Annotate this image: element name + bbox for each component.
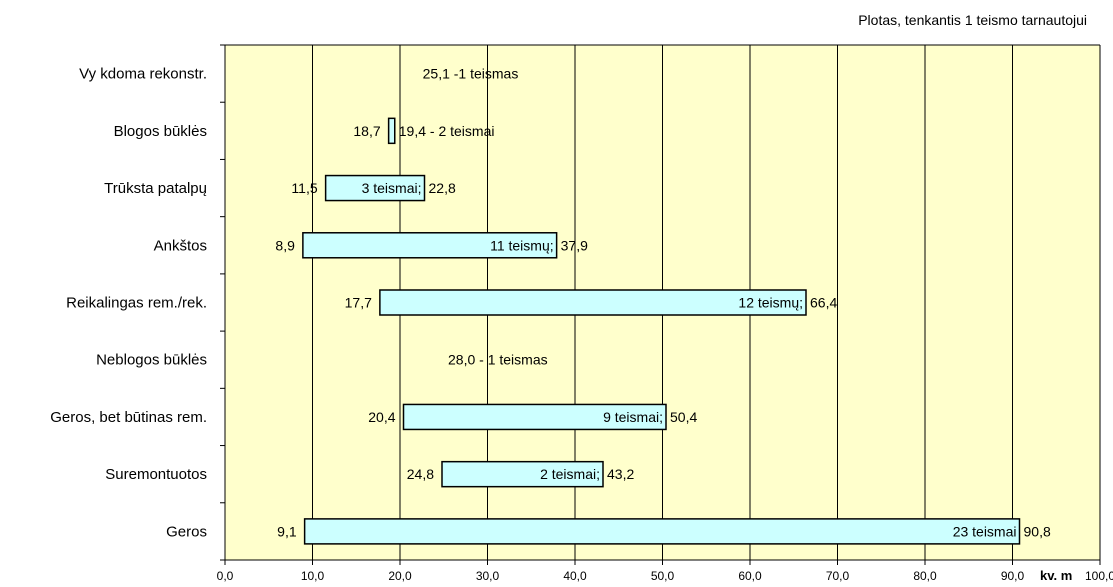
bar-start-label: 17,7: [345, 295, 372, 311]
x-tick-label: 90,0: [1001, 569, 1025, 583]
x-tick-label: 30,0: [476, 569, 500, 583]
range-bar: [324, 174, 426, 202]
category-label: Vy kdoma rekonstr.: [79, 66, 207, 83]
bar-start-label: 20,4: [368, 409, 395, 425]
x-axis-unit-label: kv. m: [1040, 568, 1073, 583]
bar-count-label: 11 teismų;: [490, 237, 554, 253]
category-label: Ankštos: [154, 237, 207, 254]
range-bar: [303, 518, 1021, 545]
category-label: Geros, bet būtinas rem.: [50, 409, 207, 426]
x-tick-label: 80,0: [913, 569, 937, 583]
bar-count-label: 3 teismai;: [362, 180, 422, 196]
bar-start-label: 9,1: [277, 523, 297, 539]
x-tick-label: 0,0: [217, 569, 234, 583]
x-tick-label: 40,0: [563, 569, 587, 583]
bar-start-label: 18,7: [353, 123, 380, 139]
category-label: Trūksta patalpų: [104, 180, 207, 197]
range-bar: [441, 460, 604, 488]
bar-end-label: 25,1 -1 teismas: [423, 66, 519, 82]
range-bar: [402, 403, 667, 431]
bar-end-label: 43,2: [607, 466, 634, 482]
category-label: Suremontuotos: [105, 466, 207, 483]
chart-note: Plotas, tenkantis 1 teismo tarnautojui: [858, 12, 1087, 28]
bar-start-label: 11,5: [291, 180, 317, 196]
category-label: Neblogos būklės: [96, 352, 207, 369]
bar-end-label: 90,8: [1024, 523, 1051, 539]
bar-end-label: 66,4: [810, 295, 837, 311]
x-tick-label: 10,0: [301, 569, 325, 583]
bar-end-label: 22,8: [429, 180, 456, 196]
x-tick-label: 70,0: [826, 569, 850, 583]
bar-end-label: 19,4 - 2 teismai: [399, 123, 495, 139]
category-label: Blogos būklės: [114, 123, 207, 140]
range-bar: [387, 117, 396, 145]
x-tick-label: 50,0: [651, 569, 675, 583]
bar-end-label: 50,4: [670, 409, 697, 425]
bar-start-label: 24,8: [407, 466, 434, 482]
category-label: Geros: [166, 523, 207, 540]
range-bar: [302, 232, 558, 259]
bar-end-label: 37,9: [561, 237, 588, 253]
bar-count-label: 9 teismai;: [603, 409, 663, 425]
x-tick-label: 20,0: [388, 569, 412, 583]
bar-count-label: 12 teismų;: [738, 295, 803, 311]
x-tick-label: 100,0: [1085, 569, 1113, 583]
category-label: Reikalingas rem./rek.: [66, 295, 207, 312]
bar-start-label: 8,9: [275, 237, 295, 253]
x-tick-label: 60,0: [738, 569, 762, 583]
range-bar: [379, 289, 807, 316]
bar-count-label: 2 teismai;: [540, 466, 600, 482]
bar-end-label: 28,0 - 1 teismas: [448, 352, 548, 368]
bar-count-label: 23 teismai: [953, 523, 1017, 539]
